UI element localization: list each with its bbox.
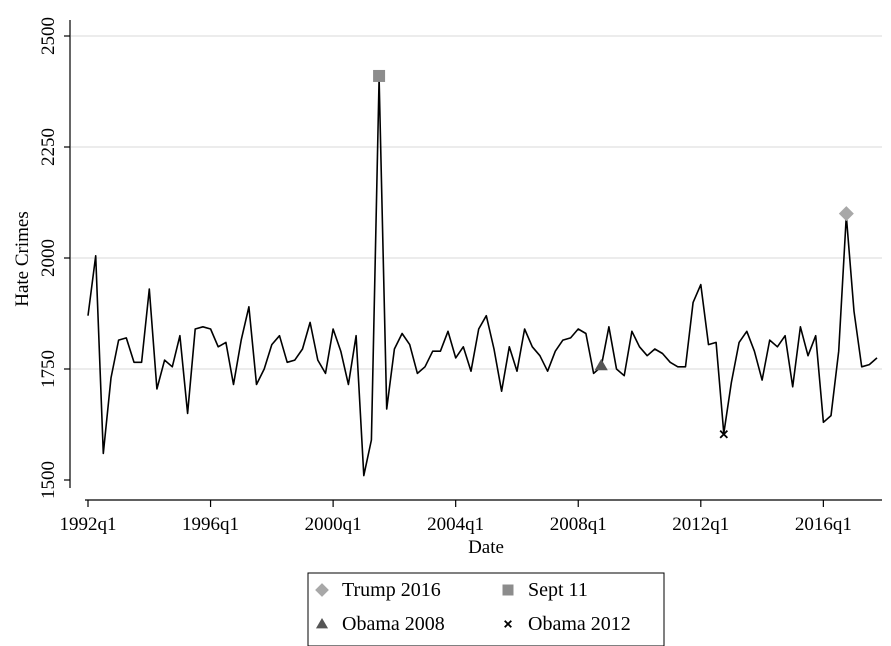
series-group (87, 77, 878, 477)
y-tick-label: 1750 (38, 350, 59, 388)
x-tick-label: 2008q1 (550, 514, 607, 535)
legend-label: Obama 2008 (342, 613, 445, 635)
x-tick-label: 2000q1 (305, 514, 362, 535)
x-tick-label: 1992q1 (60, 514, 117, 535)
x-tick-label: 2012q1 (672, 514, 729, 535)
marker-x (719, 430, 729, 439)
x-tick-label: 2016q1 (795, 514, 852, 535)
legend-label: Sept 11 (528, 579, 588, 601)
legend-symbol-diamond (315, 583, 329, 597)
axes (69, 20, 882, 501)
legend-label: Obama 2012 (528, 613, 631, 635)
legend: Trump 2016 Sept 11 Obama 2008 Obama 2012 (307, 572, 665, 646)
y-ticks: 1500 1750 2000 2250 2500 (38, 17, 70, 499)
x-axis-title: Date (468, 537, 504, 558)
y-tick-label: 2250 (38, 128, 59, 166)
event-markers (373, 69, 854, 439)
series-line (87, 77, 878, 477)
y-tick-label: 2000 (38, 239, 59, 277)
y-tick-label: 1500 (38, 461, 59, 499)
y-tick-label: 2500 (38, 17, 59, 55)
legend-symbol-x (504, 620, 512, 628)
x-ticks: 1992q1 1996q1 2000q1 2004q1 2008q1 2012q1 2016… (60, 500, 852, 535)
gridlines (71, 35, 882, 370)
marker-square (373, 69, 386, 82)
legend-box (307, 572, 665, 646)
legend-label: Trump 2016 (342, 579, 441, 601)
x-tick-label: 1996q1 (182, 514, 239, 535)
y-axis-title: Hate Crimes (12, 211, 33, 307)
x-tick-label: 2004q1 (427, 514, 484, 535)
marker-diamond (838, 206, 854, 222)
legend-symbol-triangle (315, 617, 329, 629)
marker-triangle (594, 358, 608, 371)
legend-symbol-square (502, 584, 514, 596)
